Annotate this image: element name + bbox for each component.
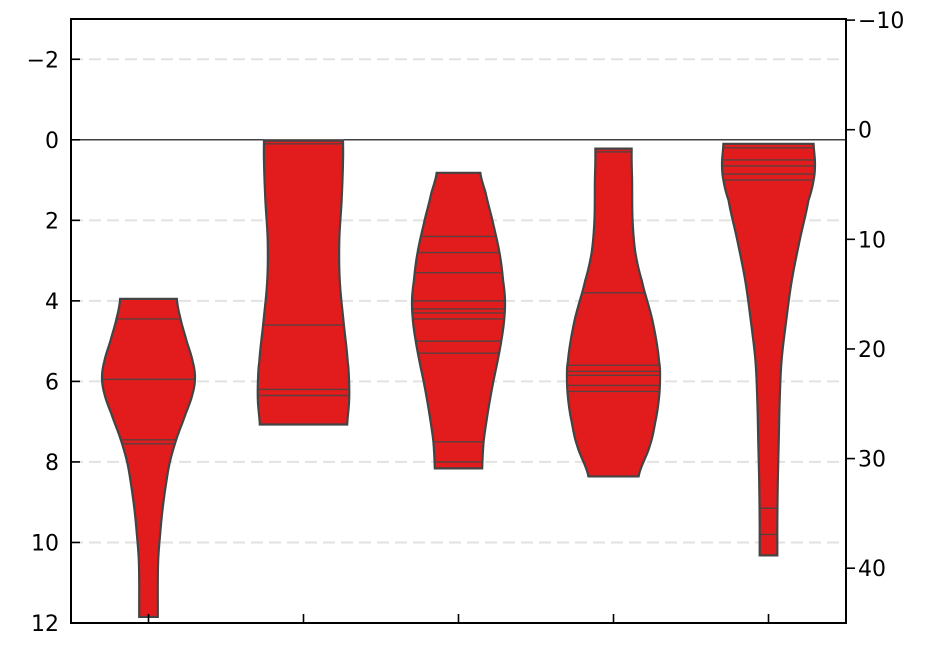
y-tick-label: 10 [31, 531, 59, 556]
right-y-tick-label: 30 [858, 448, 886, 473]
right-y-tick-label: 20 [858, 338, 886, 363]
axes: −2 0 2 4 6 8 10 12 −10 0 10 20 30 40 [27, 9, 905, 637]
y-tick-label: 6 [45, 370, 59, 395]
y-tick-label: 12 [31, 612, 59, 637]
violin-body [410, 171, 507, 470]
violins [100, 139, 817, 619]
right-y-tick-label: 0 [858, 119, 872, 144]
y-tick-label: 8 [45, 451, 59, 476]
y-tick-label: −2 [27, 48, 59, 73]
violin-body [100, 297, 197, 619]
plot-frame [70, 18, 847, 624]
y-tick-label: 2 [45, 209, 59, 234]
violin-body [565, 147, 662, 478]
violin-body [256, 139, 351, 426]
right-y-tick-label: 10 [858, 228, 886, 253]
violin-body [720, 142, 817, 557]
y-tick-label: 0 [45, 129, 59, 154]
right-y-tick-label: 40 [858, 557, 886, 582]
right-y-tick-label: −10 [858, 9, 904, 34]
y-tick-label: 4 [45, 290, 59, 315]
